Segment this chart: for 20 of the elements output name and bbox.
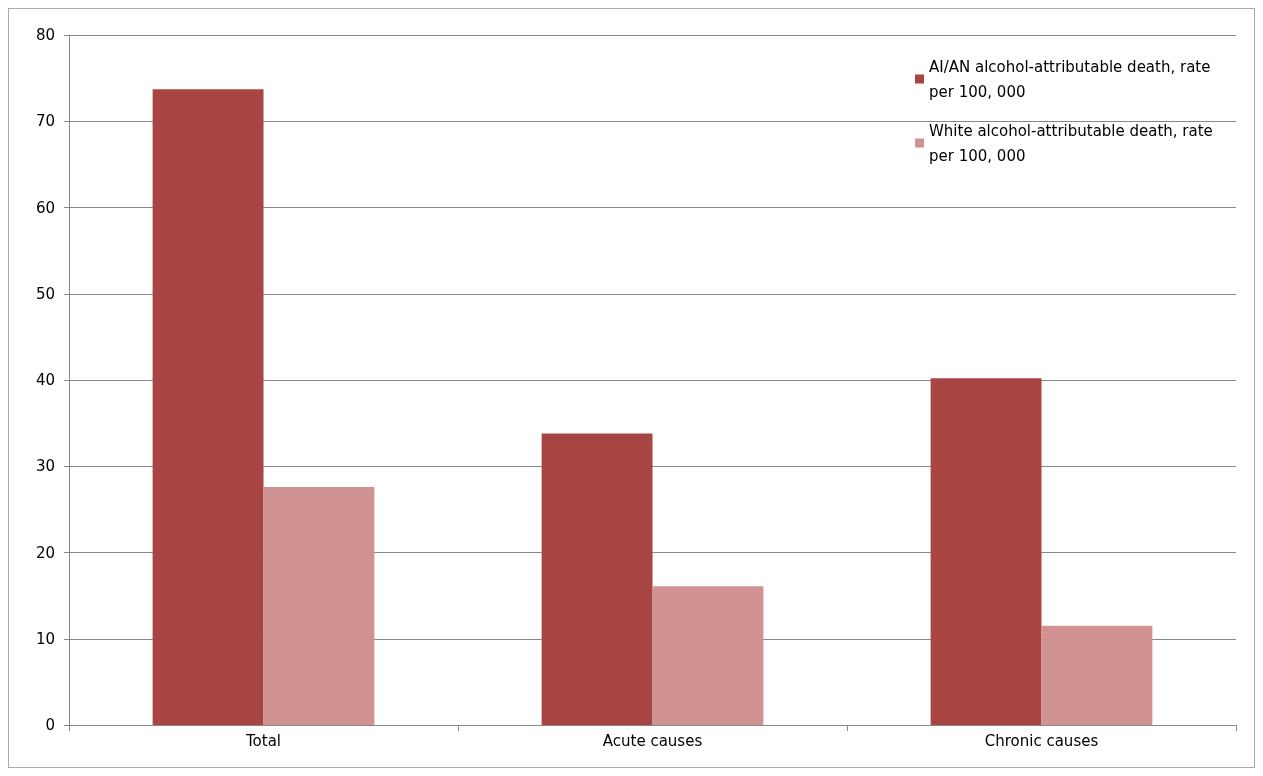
y-tick-label: 70	[35, 112, 55, 131]
y-tick-label: 10	[35, 629, 55, 648]
bar	[541, 433, 653, 725]
bar	[652, 586, 764, 725]
legend-label: AI/AN alcohol-attributable death, rate per 100, 000	[929, 57, 1216, 101]
y-tick-label: 20	[35, 543, 55, 562]
bar	[930, 378, 1042, 725]
bar	[1041, 625, 1153, 725]
y-tick-label: 60	[35, 198, 55, 217]
bar	[152, 89, 264, 725]
x-tick-label: Acute causes	[602, 731, 703, 750]
y-tick-label: 80	[35, 26, 55, 44]
y-tick-label: 50	[35, 284, 55, 303]
y-tick-label: 0	[45, 716, 55, 734]
legend-label: White alcohol-attributable death, rate per 100, 000	[929, 121, 1218, 165]
x-tick-label: Total	[244, 731, 282, 750]
y-tick-label: 30	[35, 457, 55, 476]
y-tick-label: 40	[35, 371, 55, 389]
bar	[263, 486, 375, 725]
x-tick-label: Chronic causes	[984, 731, 1099, 750]
